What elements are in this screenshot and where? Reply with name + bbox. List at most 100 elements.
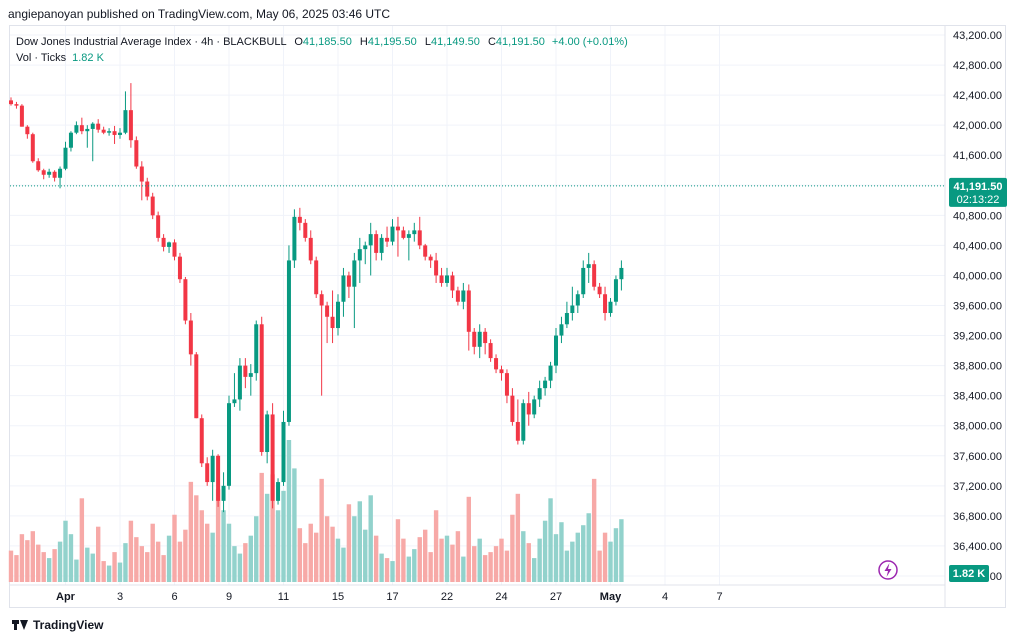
volume-bar <box>90 553 95 582</box>
volume-bar <box>221 510 226 582</box>
candle-body <box>101 129 106 133</box>
lightning-icon-bolt <box>884 563 892 577</box>
candle-body <box>597 286 602 295</box>
candle-body <box>243 365 248 377</box>
volume-bar <box>319 478 324 582</box>
volume-bar <box>264 493 270 582</box>
footer-brand[interactable]: TradingView <box>12 618 103 632</box>
volume-bar <box>575 532 580 582</box>
volume-bar <box>106 565 112 582</box>
time-tick-label: May <box>600 591 622 603</box>
volume-bar <box>335 538 341 582</box>
candle-body <box>90 123 95 129</box>
volume-bar <box>259 472 264 582</box>
candle-body <box>205 463 210 483</box>
volume-bar <box>243 543 248 582</box>
volume-bar <box>308 523 313 582</box>
candle-body <box>352 260 357 287</box>
volume-bar <box>188 481 194 582</box>
price-tick-label: 40,400.00 <box>953 240 1002 252</box>
volume-bar <box>150 523 155 582</box>
volume-bar <box>363 529 368 582</box>
close-value: 41,191.50 <box>495 36 545 48</box>
volume-bar <box>30 531 35 582</box>
candle-body <box>619 267 624 280</box>
volume-bar <box>428 552 433 582</box>
volume-bar <box>368 495 373 582</box>
price-tick-label: 39,200.00 <box>953 331 1002 343</box>
candle-body <box>390 226 395 242</box>
candle-body <box>58 168 63 178</box>
volume-bar <box>423 529 428 582</box>
volume-bar <box>205 523 210 582</box>
volume-bar <box>542 520 548 582</box>
candle-body <box>515 421 520 441</box>
volume-bar <box>324 516 330 582</box>
candle-body <box>96 123 101 130</box>
candle-body <box>112 131 117 135</box>
candle-body <box>603 294 608 314</box>
price-tick-label: 40,800.00 <box>953 210 1002 222</box>
volume-bar <box>112 552 117 582</box>
volume-bar <box>74 559 79 582</box>
candle-body <box>259 324 264 453</box>
volume-bar <box>210 532 215 582</box>
candle-body <box>210 455 215 483</box>
volume-bar <box>155 541 161 582</box>
volume-bar <box>499 538 504 582</box>
candle-body <box>216 455 221 501</box>
candle-body <box>608 301 613 314</box>
volume-bar <box>237 553 243 582</box>
candle-body <box>276 482 281 501</box>
candle-body <box>281 421 286 483</box>
lightning-icon[interactable] <box>878 560 898 580</box>
volume-bar <box>14 555 19 582</box>
volume-row: Vol · Ticks 1.82 K <box>16 50 628 66</box>
candle-body <box>548 365 553 381</box>
volume-bar <box>292 468 297 582</box>
volume-bar <box>472 546 477 582</box>
volume-bar <box>139 546 144 582</box>
volume-bar <box>564 550 570 582</box>
candle-body <box>265 414 270 453</box>
candle-body <box>237 365 242 400</box>
volume-label[interactable]: Vol · Ticks <box>16 52 67 64</box>
volume-bar <box>401 538 406 582</box>
price-tick-label: 37,600.00 <box>953 451 1002 463</box>
volume-bar <box>183 529 188 582</box>
time-tick-label: 17 <box>386 591 398 603</box>
volume-bar <box>346 504 352 582</box>
time-tick-label: 24 <box>495 591 507 603</box>
price-tick-label: 42,000.00 <box>953 120 1002 132</box>
candle-body <box>308 237 313 261</box>
price-axis[interactable]: 43,200.00 42,800.00 42,400.00 42,000.00 41,6… <box>944 26 1002 607</box>
volume-bar <box>248 535 253 582</box>
volume-bar <box>602 532 608 582</box>
candle-body <box>613 279 618 302</box>
volume-bar <box>25 540 30 582</box>
candle-body <box>227 403 231 486</box>
ohlc-row: Dow Jones Industrial Average Index · 4h … <box>16 34 628 50</box>
candle-body <box>330 316 335 329</box>
candle-body <box>325 305 330 317</box>
close-label: C <box>487 36 496 48</box>
candle-body <box>521 403 526 441</box>
time-tick-label: 6 <box>171 591 177 603</box>
candle-body <box>428 256 433 261</box>
candle-body <box>346 275 351 287</box>
change-value: +4.00 (+0.01%) <box>551 36 628 48</box>
candle-body <box>559 324 564 336</box>
volume-bar <box>444 535 450 582</box>
volume-bar <box>553 534 559 582</box>
symbol-description[interactable]: Dow Jones Industrial Average Index · 4h … <box>16 36 287 48</box>
volume-bar <box>357 501 362 582</box>
volume-bar <box>504 550 510 582</box>
candle-body <box>472 331 477 347</box>
candle-body <box>303 222 308 238</box>
time-tick-label: 22 <box>441 591 453 603</box>
time-axis[interactable]: Apr 3 6 9 11 15 17 22 24 27 May 4 7 <box>10 584 945 603</box>
volume-bar <box>559 522 564 582</box>
candle-body <box>461 290 466 302</box>
volume-bar <box>570 541 575 582</box>
